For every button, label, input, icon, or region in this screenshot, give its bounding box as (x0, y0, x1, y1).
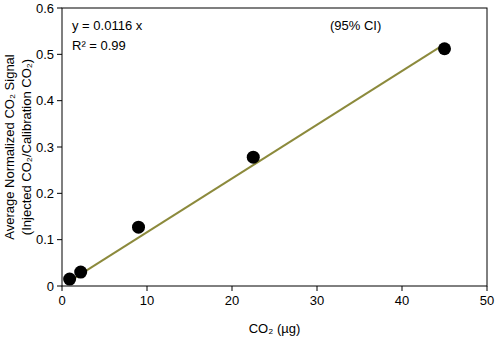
y-tick-label: 0.1 (36, 232, 54, 247)
x-tick-label: 40 (395, 293, 409, 308)
x-tick (147, 286, 148, 291)
data-point (438, 42, 451, 55)
chart-container: 0 10 20 30 40 50 0 0.1 0.2 0.3 0.4 0.5 0.6 CO₂ (µg) Av… (0, 0, 500, 341)
annotation: y = 0.0116 x (72, 18, 143, 33)
trend-line (70, 44, 445, 281)
x-tick (402, 286, 403, 291)
data-point (74, 266, 87, 279)
y-tick-label: 0.3 (36, 140, 54, 155)
y-tick-label: 0 (47, 279, 54, 294)
y-tick-label: 0.2 (36, 186, 54, 201)
y-tick-label: 0.4 (36, 93, 54, 108)
y-tick (57, 54, 62, 55)
annotation: (95% CI) (330, 18, 381, 33)
y-tick (57, 147, 62, 148)
y-tick (57, 100, 62, 101)
x-tick-label: 0 (58, 293, 65, 308)
annotation: R² = 0.99 (72, 38, 126, 53)
y-tick (57, 239, 62, 240)
data-point (247, 151, 260, 164)
plot-marks (63, 42, 451, 285)
x-tick-label: 20 (225, 293, 239, 308)
x-tick-label: 50 (480, 293, 494, 308)
x-tick (487, 286, 488, 291)
x-tick-label: 10 (140, 293, 154, 308)
data-point (132, 221, 145, 234)
y-axis-label: (Injected CO₂/Calibration CO₂) (19, 59, 34, 235)
x-tick (232, 286, 233, 291)
x-axis-label: CO₂ (µg) (249, 321, 301, 336)
y-tick-label: 0.6 (36, 1, 54, 16)
plot-frame (62, 8, 487, 286)
data-point (63, 273, 76, 286)
y-axis-label: Average Normalized CO₂ Signal (2, 54, 17, 240)
y-tick (57, 193, 62, 194)
chart: 0 10 20 30 40 50 0 0.1 0.2 0.3 0.4 0.5 0.6 CO₂ (µg) Av… (0, 0, 500, 341)
x-tick (317, 286, 318, 291)
x-tick (62, 286, 63, 291)
y-tick (57, 8, 62, 9)
x-tick-label: 30 (310, 293, 324, 308)
y-tick (57, 286, 62, 287)
y-tick-label: 0.5 (36, 47, 54, 62)
